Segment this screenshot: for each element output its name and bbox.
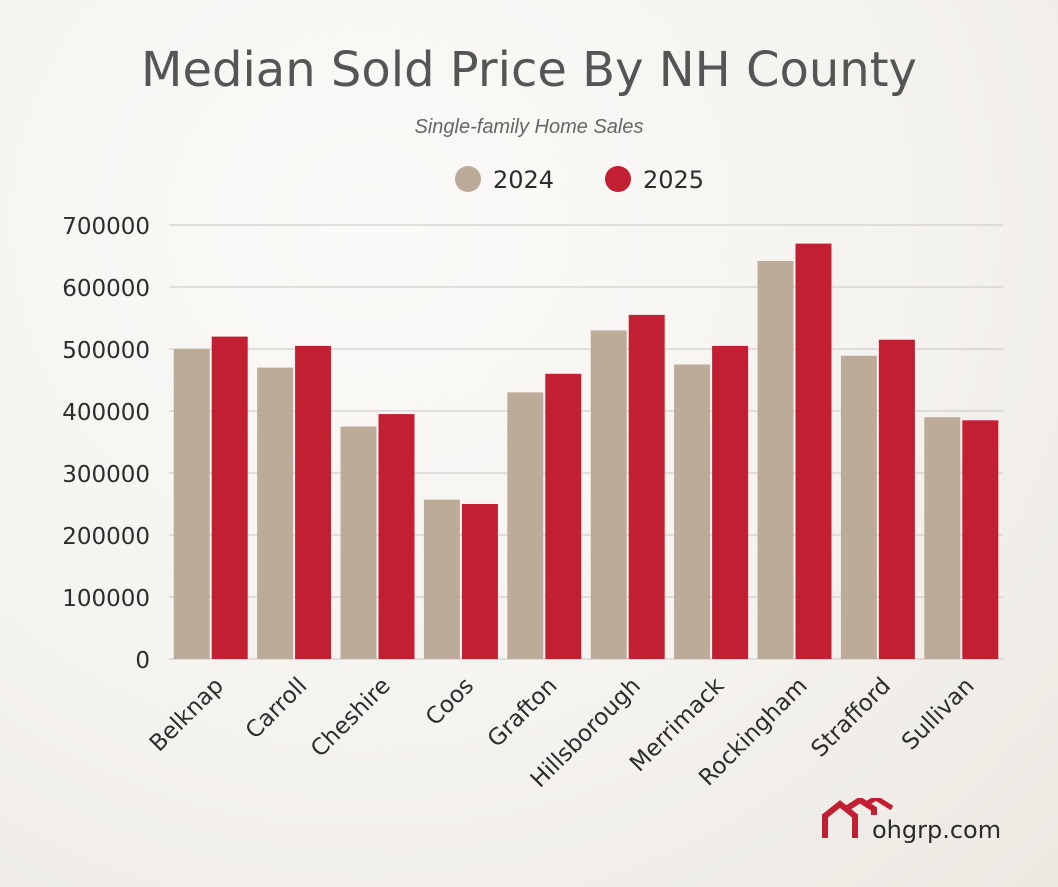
chart-subtitle: Single-family Home Sales bbox=[414, 116, 644, 138]
bar-2025-carroll bbox=[295, 345, 332, 659]
bar-2025-merrimack bbox=[712, 345, 749, 659]
legend-label-2024: 2024 bbox=[493, 166, 554, 194]
x-tick-label: Sullivan bbox=[897, 673, 979, 755]
bar-2024-strafford bbox=[840, 355, 877, 659]
x-tick-label: Strafford bbox=[807, 673, 897, 763]
gridlines bbox=[169, 224, 1003, 660]
legend: 2024 2025 bbox=[455, 166, 704, 194]
bar-2024-carroll bbox=[257, 367, 294, 659]
y-tick-label: 400000 bbox=[62, 400, 150, 426]
x-tick-label: Grafton bbox=[483, 673, 563, 753]
bar-2025-sullivan bbox=[962, 420, 999, 659]
bar-2024-coos bbox=[423, 499, 460, 659]
x-tick-label: Carroll bbox=[241, 673, 312, 744]
bar-2025-cheshire bbox=[378, 414, 415, 659]
y-tick-label: 100000 bbox=[62, 586, 150, 612]
bar-2024-sullivan bbox=[924, 417, 961, 659]
brand-name: ohgrp.com bbox=[872, 816, 1002, 844]
bar-2025-grafton bbox=[545, 373, 582, 659]
bar-2025-belknap bbox=[211, 336, 248, 659]
bar-2025-rockingham bbox=[795, 243, 832, 659]
bar-2024-cheshire bbox=[340, 426, 377, 659]
bar-2025-coos bbox=[461, 504, 498, 659]
y-axis: 0 100000 200000 300000 400000 500000 600000 700… bbox=[62, 214, 150, 674]
legend-swatch-2025 bbox=[605, 166, 631, 192]
y-tick-label: 700000 bbox=[62, 214, 150, 240]
bar-2025-strafford bbox=[878, 339, 915, 659]
bar-2024-grafton bbox=[507, 392, 544, 659]
chart-title: Median Sold Price By NH County bbox=[141, 42, 917, 98]
legend-swatch-2024 bbox=[455, 166, 481, 192]
bar-2024-belknap bbox=[173, 349, 210, 659]
bar-2025-hillsborough bbox=[628, 314, 665, 659]
x-tick-label: Belknap bbox=[145, 673, 229, 757]
legend-label-2025: 2025 bbox=[643, 166, 704, 194]
y-tick-label: 300000 bbox=[62, 462, 150, 488]
bar-2024-hillsborough bbox=[590, 330, 627, 659]
y-tick-label: 0 bbox=[135, 648, 150, 674]
y-tick-label: 500000 bbox=[62, 338, 150, 364]
bar-2024-rockingham bbox=[757, 260, 794, 659]
bar-2024-merrimack bbox=[674, 364, 711, 659]
y-tick-label: 600000 bbox=[62, 276, 150, 302]
x-tick-label: Cheshire bbox=[306, 673, 396, 763]
y-tick-label: 200000 bbox=[62, 524, 150, 550]
house-roof-icon bbox=[822, 798, 894, 838]
bars bbox=[173, 243, 999, 659]
brand: ohgrp.com bbox=[822, 798, 1022, 848]
x-tick-label: Coos bbox=[421, 673, 479, 731]
